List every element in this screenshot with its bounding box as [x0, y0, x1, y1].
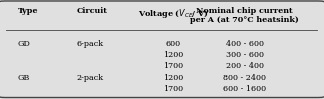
Text: GD: GD: [18, 40, 31, 48]
FancyBboxPatch shape: [0, 1, 324, 98]
Text: 1700: 1700: [163, 62, 183, 70]
Text: 800 - 2400: 800 - 2400: [223, 74, 266, 82]
Text: 6-pack: 6-pack: [76, 40, 103, 48]
Text: Type: Type: [18, 7, 38, 15]
Text: 2-pack: 2-pack: [76, 74, 103, 82]
Text: 400 - 600: 400 - 600: [226, 40, 264, 48]
Text: 300 - 600: 300 - 600: [226, 51, 264, 59]
Text: 200 - 400: 200 - 400: [226, 62, 264, 70]
Text: 1200: 1200: [163, 74, 183, 82]
Text: 600: 600: [166, 40, 181, 48]
Text: 1700: 1700: [163, 85, 183, 93]
Text: Nominal chip current
per A (at 70°C heatsink): Nominal chip current per A (at 70°C heat…: [190, 7, 299, 24]
Text: Voltage ($V_{CE}$/ V): Voltage ($V_{CE}$/ V): [138, 7, 209, 20]
Text: Circuit: Circuit: [76, 7, 107, 15]
Text: 600 - 1600: 600 - 1600: [223, 85, 266, 93]
Text: 1200: 1200: [163, 51, 183, 59]
Text: GB: GB: [18, 74, 30, 82]
